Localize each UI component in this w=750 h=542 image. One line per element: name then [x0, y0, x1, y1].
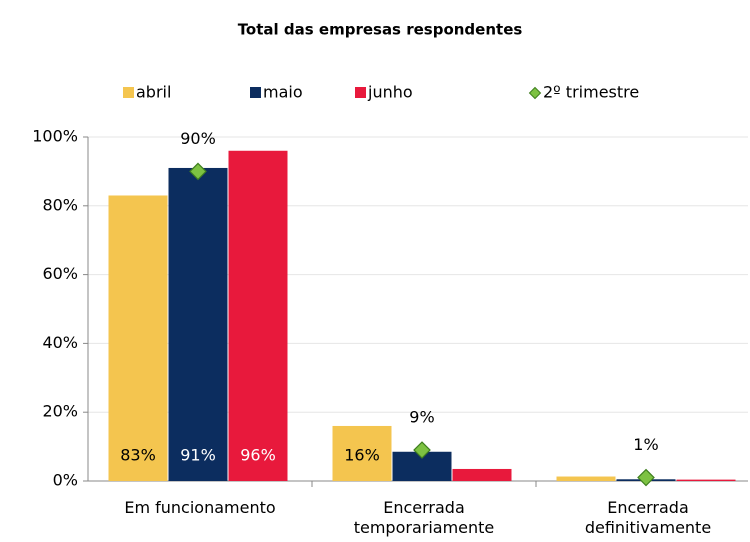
x-tick-label: Em funcionamento — [124, 498, 275, 517]
legend-label: 2º trimestre — [543, 83, 639, 102]
data-label: 91% — [180, 446, 216, 465]
y-tick-label: 0% — [53, 471, 78, 490]
legend-swatch — [528, 86, 542, 100]
y-tick-label: 80% — [42, 195, 78, 214]
y-tick-label: 20% — [42, 402, 78, 421]
bar — [332, 425, 392, 481]
data-label: 96% — [240, 446, 276, 465]
legend-label: maio — [263, 83, 303, 102]
legend-swatch — [250, 87, 261, 98]
y-tick-label: 100% — [32, 127, 78, 146]
bar — [168, 167, 228, 481]
data-label: 9% — [409, 408, 434, 427]
chart-title: Total das empresas respondentes — [238, 21, 523, 39]
marker — [189, 162, 207, 181]
x-tick-label: Encerrada definitivamente — [585, 498, 711, 537]
data-label: 90% — [180, 129, 216, 148]
x-tick-label: Encerrada temporariamente — [354, 498, 495, 537]
y-tick-label: 40% — [42, 333, 78, 352]
data-label: 16% — [344, 446, 380, 465]
legend-swatch — [355, 87, 366, 98]
legend-label: abril — [136, 83, 171, 102]
bar — [228, 150, 288, 481]
bar — [556, 476, 616, 481]
y-tick-label: 60% — [42, 264, 78, 283]
legend-label: junho — [367, 83, 413, 102]
data-label: 83% — [120, 446, 156, 465]
marker — [413, 441, 431, 459]
bar — [676, 479, 736, 481]
legend-swatch — [123, 87, 134, 98]
marker — [637, 468, 655, 487]
data-label: 1% — [633, 435, 658, 454]
bar — [108, 195, 168, 482]
bar — [452, 468, 512, 481]
